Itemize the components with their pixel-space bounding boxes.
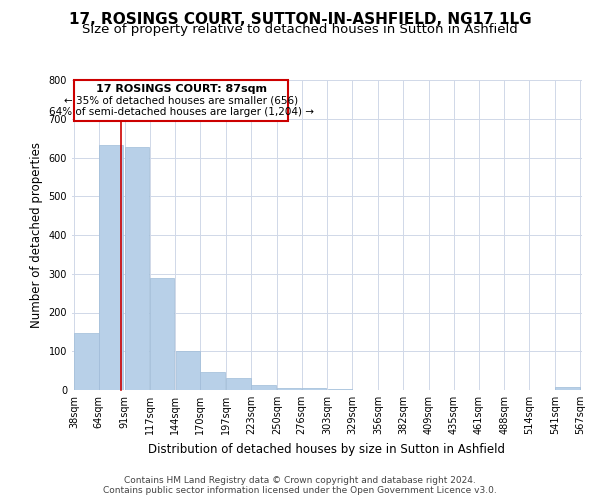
Bar <box>125 147 149 390</box>
Bar <box>277 388 301 390</box>
Bar <box>556 387 580 390</box>
Text: 17 ROSINGS COURT: 87sqm: 17 ROSINGS COURT: 87sqm <box>95 84 266 94</box>
Y-axis label: Number of detached properties: Number of detached properties <box>30 142 43 328</box>
Text: ← 35% of detached houses are smaller (656): ← 35% of detached houses are smaller (65… <box>64 96 298 106</box>
Bar <box>328 389 352 390</box>
FancyBboxPatch shape <box>74 80 288 120</box>
Text: Size of property relative to detached houses in Sutton in Ashfield: Size of property relative to detached ho… <box>82 22 518 36</box>
Bar <box>302 388 326 390</box>
Bar <box>99 145 124 390</box>
Bar <box>176 351 200 390</box>
Bar <box>200 372 225 390</box>
Bar <box>226 378 251 390</box>
Text: Contains public sector information licensed under the Open Government Licence v3: Contains public sector information licen… <box>103 486 497 495</box>
Bar <box>150 278 174 390</box>
X-axis label: Distribution of detached houses by size in Sutton in Ashfield: Distribution of detached houses by size … <box>149 442 505 456</box>
Text: 17, ROSINGS COURT, SUTTON-IN-ASHFIELD, NG17 1LG: 17, ROSINGS COURT, SUTTON-IN-ASHFIELD, N… <box>68 12 532 28</box>
Text: Contains HM Land Registry data © Crown copyright and database right 2024.: Contains HM Land Registry data © Crown c… <box>124 476 476 485</box>
Bar <box>74 332 98 390</box>
Text: 64% of semi-detached houses are larger (1,204) →: 64% of semi-detached houses are larger (… <box>49 106 314 117</box>
Bar <box>251 385 275 390</box>
